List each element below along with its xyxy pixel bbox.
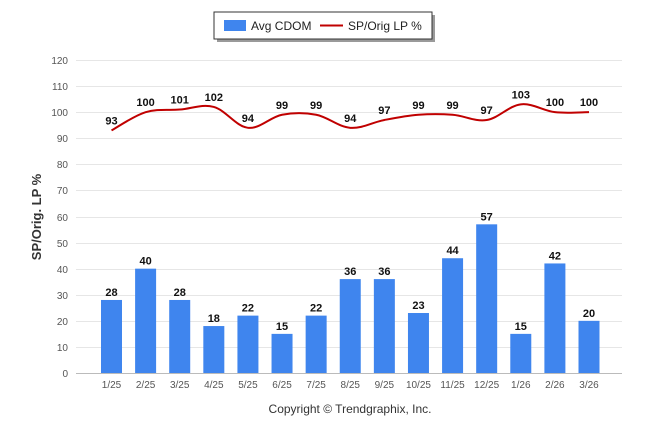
line-data-label: 100 xyxy=(546,97,564,109)
bar xyxy=(169,299,191,373)
x-tick-label: 8/25 xyxy=(341,380,361,391)
x-tick-label: 2/25 xyxy=(136,380,156,391)
legend-swatch-bar xyxy=(224,20,246,31)
y-tick-label: 110 xyxy=(52,82,68,93)
legend: Avg CDOM SP/Orig LP % xyxy=(213,11,435,42)
x-tick-label: 1/26 xyxy=(511,380,531,391)
x-tick-label: 3/25 xyxy=(170,380,190,391)
x-tick-label: 7/25 xyxy=(306,380,326,391)
line-data-label: 100 xyxy=(136,97,154,109)
y-tick-label: 10 xyxy=(57,343,69,354)
bar-data-label: 36 xyxy=(378,266,390,278)
y-tick-label: 60 xyxy=(57,213,69,224)
bar-data-label: 28 xyxy=(105,287,117,299)
bar-data-label: 18 xyxy=(208,313,220,325)
bar-data-label: 40 xyxy=(139,256,151,268)
bar-data-label: 36 xyxy=(344,266,356,278)
bar xyxy=(135,268,157,373)
x-tick-label: 3/26 xyxy=(579,380,599,391)
line-data-label: 100 xyxy=(580,97,598,109)
x-tick-label: 6/25 xyxy=(272,380,292,391)
y-tick-label: 50 xyxy=(57,239,69,250)
line-data-label: 94 xyxy=(242,113,255,125)
x-tick-label: 12/25 xyxy=(474,380,499,391)
line-path xyxy=(111,103,590,132)
bar xyxy=(510,333,532,373)
line-data-label: 97 xyxy=(378,105,390,117)
bar-series xyxy=(101,224,600,373)
bar-data-label: 15 xyxy=(276,321,288,333)
line-data-label: 103 xyxy=(512,89,530,101)
legend-label-bars: Avg CDOM xyxy=(251,19,311,33)
bar xyxy=(407,313,429,373)
legend-label-line: SP/Orig LP % xyxy=(348,19,422,33)
y-tick-label: 30 xyxy=(57,291,69,302)
line-series xyxy=(111,103,590,132)
bar xyxy=(442,258,464,373)
line-data-label: 101 xyxy=(171,95,189,107)
y-tick-label: 20 xyxy=(57,317,69,328)
bar xyxy=(305,315,327,373)
bar-data-label: 20 xyxy=(583,308,595,320)
line-data-label: 102 xyxy=(205,92,223,104)
x-tick-label: 10/25 xyxy=(406,380,431,391)
x-tick-label: 5/25 xyxy=(238,380,258,391)
y-tick-label: 0 xyxy=(62,369,68,380)
line-data-label: 94 xyxy=(344,113,357,125)
data-labels: 28 40 28 18 22 15 22 36 36 23 44 57 15 42 20 93 100 101 10… xyxy=(105,89,598,333)
x-axis-ticks: 1/25 2/25 3/25 4/25 5/25 6/25 7/25 8/25 9/25 10/2… xyxy=(102,380,599,391)
bar xyxy=(373,279,395,373)
bar xyxy=(271,333,293,373)
line-data-label: 99 xyxy=(412,100,424,112)
bar-data-label: 23 xyxy=(412,300,424,312)
bar xyxy=(578,320,600,373)
bar-data-label: 57 xyxy=(481,211,493,223)
line-data-label: 99 xyxy=(276,100,288,112)
bar-data-label: 28 xyxy=(174,287,186,299)
x-tick-label: 4/25 xyxy=(204,380,224,391)
y-tick-label: 70 xyxy=(57,186,69,197)
line-data-label: 97 xyxy=(481,105,493,117)
bar xyxy=(101,299,122,373)
y-axis-title: SP/Orig. LP % xyxy=(29,173,44,260)
bar-data-label: 44 xyxy=(446,245,459,257)
bar xyxy=(203,326,225,373)
line-data-label: 99 xyxy=(310,100,322,112)
y-tick-label: 80 xyxy=(57,160,69,171)
y-tick-label: 90 xyxy=(57,134,69,145)
bar-data-label: 42 xyxy=(549,250,561,262)
x-tick-label: 11/25 xyxy=(440,380,465,391)
x-tick-label: 2/26 xyxy=(545,380,565,391)
bar xyxy=(544,263,566,373)
y-tick-label: 40 xyxy=(57,265,69,276)
line-data-label: 99 xyxy=(446,100,458,112)
line-data-label: 93 xyxy=(105,115,117,127)
bar xyxy=(476,224,498,373)
x-tick-label: 1/25 xyxy=(102,380,122,391)
y-tick-label: 100 xyxy=(51,108,68,119)
y-axis-ticks: 0 10 20 30 40 50 60 70 80 90 100 110 120 xyxy=(51,56,68,380)
x-tick-label: 9/25 xyxy=(375,380,395,391)
bar-data-label: 15 xyxy=(515,321,527,333)
y-tick-label: 120 xyxy=(51,56,68,67)
copyright-text: Copyright © Trendgraphix, Inc. xyxy=(269,402,432,416)
bar xyxy=(237,315,259,373)
bar xyxy=(339,279,361,373)
bar-data-label: 22 xyxy=(242,303,254,315)
bar-data-label: 22 xyxy=(310,303,322,315)
